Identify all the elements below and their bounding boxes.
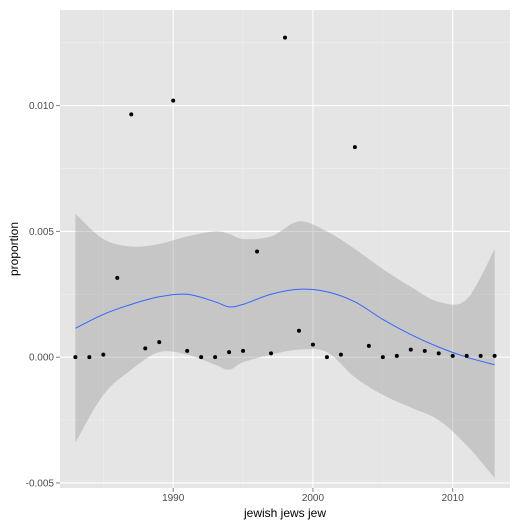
data-point [283,35,287,40]
x-tick-label: 1990 [162,493,185,504]
data-point [492,353,497,358]
data-point [185,348,190,353]
smooth-line [75,288,495,366]
data-point [436,351,441,356]
data-point [450,353,455,358]
data-point [366,343,371,348]
data-point [352,145,357,150]
data-point [87,355,92,360]
data-point [422,348,427,353]
data-point [241,348,246,353]
data-point [115,275,120,280]
y-axis: -0.005 0.000 0.005 0.010 [26,101,60,489]
data-point [269,351,274,356]
data-point [171,98,176,103]
data-point [464,353,469,358]
fitted-line [75,288,495,366]
confidence-band-area [75,213,495,478]
data-point [157,340,162,345]
y-tick-label: -0.005 [26,478,55,489]
y-axis-title: proportion [7,222,21,276]
data-point [408,347,413,352]
x-axis: 1990 2000 2010 [162,488,464,504]
x-axis-title: jewish jews jew [243,506,326,520]
data-point [129,112,134,117]
data-point [324,355,329,360]
data-point [394,353,399,358]
data-point [310,342,315,347]
panel-background [60,10,510,488]
x-tick-label: 2000 [302,493,325,504]
y-tick-label: 0.005 [29,227,54,238]
data-point [380,355,385,360]
grid [60,10,510,488]
x-tick-label: 2010 [442,493,465,504]
data-point [73,355,78,360]
data-point [101,352,106,357]
data-point [478,353,483,358]
confidence-band [75,213,495,478]
data-point [199,355,204,360]
data-points [73,35,497,360]
y-tick-label: 0.010 [29,101,54,112]
data-point [227,350,232,355]
data-point [255,249,260,254]
data-point [338,352,343,357]
data-point [213,355,218,360]
data-point [143,346,148,351]
y-tick-label: 0.000 [29,353,54,364]
data-point [296,328,301,333]
